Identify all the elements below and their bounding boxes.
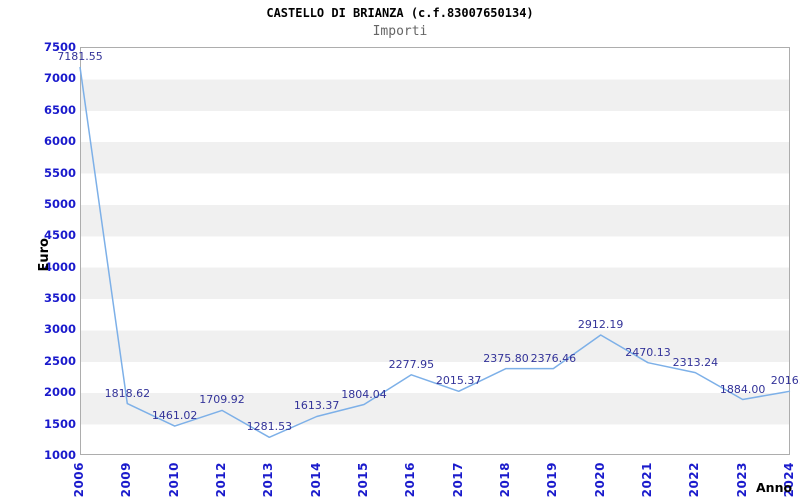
x-axis-title: Anno: [756, 480, 793, 495]
data-label: 1804.04: [341, 387, 387, 401]
data-label: 1281.53: [246, 420, 293, 434]
y-tick-label: 5000: [43, 196, 76, 211]
data-label: 1613.37: [293, 399, 340, 413]
data-label: 2313.24: [672, 355, 719, 369]
x-tick-label: 2006: [72, 462, 86, 498]
x-tick-label: 2019: [545, 462, 560, 498]
x-tick-label: 2014: [308, 462, 323, 498]
data-label: 1818.62: [104, 386, 151, 400]
data-label: 2912.19: [577, 317, 624, 331]
x-tick-label: 2018: [498, 462, 512, 498]
x-tick-label: 2013: [261, 462, 276, 498]
y-tick-label: 4500: [43, 228, 76, 243]
y-tick-label: 4000: [43, 259, 76, 274]
y-tick-label: 1500: [43, 416, 76, 431]
x-tick-label: 2021: [640, 462, 654, 498]
x-tick-label: 2022: [687, 462, 702, 498]
x-tick-label: 2010: [166, 462, 181, 498]
x-tick-label: 2012: [214, 462, 228, 498]
y-tick-label: 7000: [43, 71, 76, 86]
y-tick-label: 1000: [43, 448, 76, 462]
y-tick-label: 2000: [43, 385, 76, 400]
y-tick-label: 3000: [43, 322, 76, 337]
x-tick-label: 2023: [734, 462, 749, 498]
y-tick-label: 6500: [43, 102, 76, 117]
y-axis-title-text: Euro: [37, 238, 52, 272]
x-tick-label: 2015: [356, 462, 370, 498]
data-label: 2016.2: [770, 374, 800, 388]
data-label: 2470.13: [625, 345, 671, 359]
data-label: 1709.92: [199, 393, 245, 407]
x-tick-label: 2016: [403, 462, 418, 498]
x-tick-label: 2017: [450, 462, 465, 498]
x-tick-label: 2020: [592, 462, 607, 498]
data-label: 2376.46: [530, 351, 577, 365]
chart-subtitle: Importi: [372, 24, 428, 39]
x-tick-label: 2009: [119, 462, 134, 498]
y-tick-label: 7500: [43, 40, 76, 54]
data-label: 2015.37: [435, 374, 482, 388]
data-label: 2375.80: [483, 351, 529, 365]
y-tick-label: 6000: [43, 134, 76, 149]
data-label: 1461.02: [151, 409, 198, 423]
data-label: 1884.00: [719, 382, 766, 396]
chart-title: CASTELLO DI BRIANZA (c.f.83007650134): [266, 6, 534, 20]
y-tick-label: 3500: [43, 291, 76, 306]
data-label: 2277.95: [388, 357, 435, 371]
data-label: 7181.55: [57, 49, 103, 63]
y-tick-label: 5500: [43, 165, 76, 180]
y-tick-label: 2500: [43, 353, 76, 368]
y-axis-title: Euro: [37, 238, 52, 275]
